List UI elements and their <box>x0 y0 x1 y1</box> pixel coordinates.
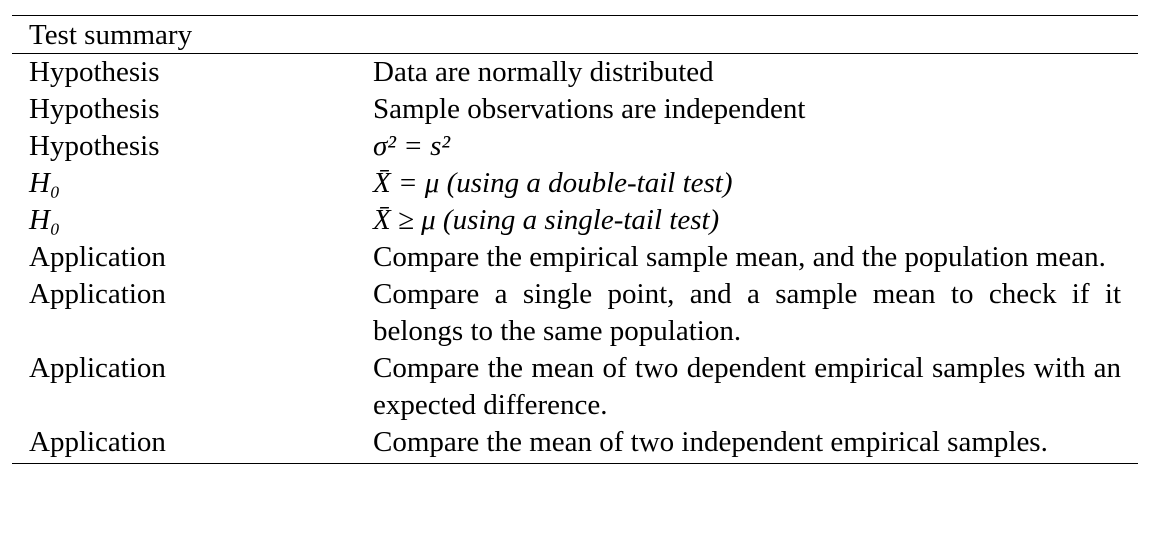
test-summary-table: Test summary Hypothesis Data are normall… <box>12 15 1138 464</box>
table-row: Hypothesis Data are normally distributed <box>12 54 1138 91</box>
table-row: Application Compare a single point, and … <box>12 276 1138 350</box>
table-row: Application Compare the mean of two depe… <box>12 350 1138 424</box>
row-label-math: H₀ <box>29 167 61 199</box>
table-row: H₀ X̄ ≥ μ (using a single-tail test) <box>12 202 1138 239</box>
row-label: Application <box>29 352 166 384</box>
table-row: Hypothesis σ² = s² <box>12 128 1138 165</box>
row-math-text: σ² = s² <box>373 130 451 162</box>
top-rule <box>12 15 1138 16</box>
row-text: Compare the mean of two independent empi… <box>373 426 1048 458</box>
row-text: Compare the mean of two dependent empiri… <box>373 352 1121 421</box>
table-title: Test summary <box>29 19 193 51</box>
table-row: Application Compare the empirical sample… <box>12 239 1138 276</box>
row-label: Application <box>29 278 166 310</box>
row-label: Application <box>29 241 166 273</box>
row-label: Hypothesis <box>29 93 160 125</box>
row-label: Application <box>29 426 166 458</box>
row-text: Compare the empirical sample mean, and t… <box>373 241 1106 273</box>
row-label: Hypothesis <box>29 56 160 88</box>
row-math-text: X̄ = μ (using a double-tail test) <box>373 167 733 199</box>
row-label: Hypothesis <box>29 130 160 162</box>
table-header: Test summary <box>12 16 1138 53</box>
row-math-text: X̄ ≥ μ (using a single-tail test) <box>373 204 720 236</box>
row-text: Sample observations are independent <box>373 93 806 125</box>
bottom-rule <box>12 463 1138 464</box>
table-row: H₀ X̄ = μ (using a double-tail test) <box>12 165 1138 202</box>
row-text: Compare a single point, and a sample mea… <box>373 278 1121 347</box>
table-row: Application Compare the mean of two inde… <box>12 424 1138 461</box>
row-label-math: H₀ <box>29 204 61 236</box>
table-row: Hypothesis Sample observations are indep… <box>12 91 1138 128</box>
row-text: Data are normally distributed <box>373 56 714 88</box>
header-rule <box>12 53 1138 54</box>
table-body: Hypothesis Data are normally distributed… <box>12 54 1138 461</box>
